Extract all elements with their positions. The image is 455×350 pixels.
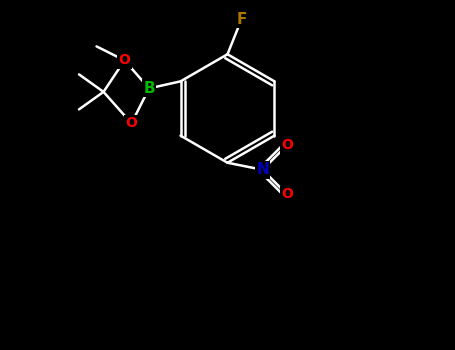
Text: F: F [236,12,247,27]
Text: O: O [281,187,293,201]
Text: O: O [119,54,131,68]
Text: O: O [126,116,137,131]
Text: N: N [256,162,269,177]
Text: O: O [281,138,293,152]
Text: B: B [143,81,155,96]
